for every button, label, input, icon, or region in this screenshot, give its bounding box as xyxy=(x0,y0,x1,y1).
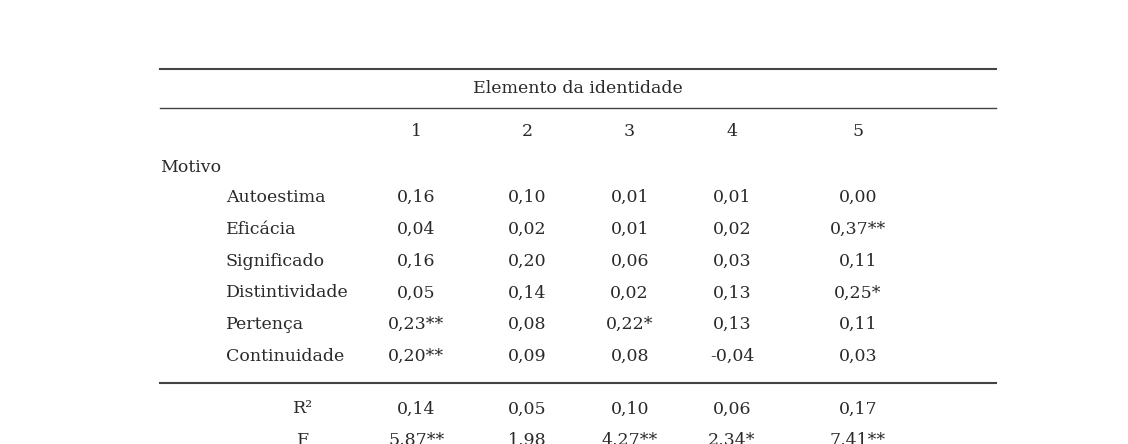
Text: 1,98: 1,98 xyxy=(508,432,547,444)
Text: 2,34*: 2,34* xyxy=(708,432,756,444)
Text: Eficácia: Eficácia xyxy=(226,221,297,238)
Text: Pertença: Pertença xyxy=(226,316,303,333)
Text: 0,01: 0,01 xyxy=(610,189,649,206)
Text: 0,08: 0,08 xyxy=(610,348,649,365)
Text: 0,23**: 0,23** xyxy=(388,316,444,333)
Text: 0,13: 0,13 xyxy=(713,285,751,301)
Text: 0,01: 0,01 xyxy=(713,189,751,206)
Text: 0,11: 0,11 xyxy=(838,316,878,333)
Text: F: F xyxy=(297,432,309,444)
Text: -0,04: -0,04 xyxy=(710,348,755,365)
Text: Elemento da identidade: Elemento da identidade xyxy=(474,80,682,97)
Text: 0,20**: 0,20** xyxy=(388,348,444,365)
Text: 0,01: 0,01 xyxy=(610,221,649,238)
Text: 0,13: 0,13 xyxy=(713,316,751,333)
Text: 0,03: 0,03 xyxy=(838,348,878,365)
Text: 0,08: 0,08 xyxy=(508,316,547,333)
Text: 4,27**: 4,27** xyxy=(601,432,658,444)
Text: 0,04: 0,04 xyxy=(397,221,435,238)
Text: 0,06: 0,06 xyxy=(713,400,751,417)
Text: 5,87**: 5,87** xyxy=(388,432,444,444)
Text: 0,14: 0,14 xyxy=(397,400,435,417)
Text: 0,02: 0,02 xyxy=(610,285,649,301)
Text: 0,10: 0,10 xyxy=(610,400,649,417)
Text: 0,20: 0,20 xyxy=(508,253,547,270)
Text: 0,22*: 0,22* xyxy=(606,316,653,333)
Text: 0,16: 0,16 xyxy=(397,189,435,206)
Text: 0,25*: 0,25* xyxy=(834,285,882,301)
Text: 7,41**: 7,41** xyxy=(830,432,885,444)
Text: 0,03: 0,03 xyxy=(713,253,751,270)
Text: 0,10: 0,10 xyxy=(508,189,547,206)
Text: 0,37**: 0,37** xyxy=(830,221,885,238)
Text: 0,05: 0,05 xyxy=(397,285,435,301)
Text: Motivo: Motivo xyxy=(160,159,221,176)
Text: Significado: Significado xyxy=(226,253,325,270)
Text: 0,09: 0,09 xyxy=(508,348,547,365)
Text: Distintividade: Distintividade xyxy=(226,285,349,301)
Text: 2: 2 xyxy=(522,123,532,140)
Text: 0,16: 0,16 xyxy=(397,253,435,270)
Text: 0,11: 0,11 xyxy=(838,253,878,270)
Text: 3: 3 xyxy=(624,123,635,140)
Text: 4: 4 xyxy=(726,123,738,140)
Text: 0,14: 0,14 xyxy=(508,285,547,301)
Text: 1: 1 xyxy=(411,123,422,140)
Text: 0,02: 0,02 xyxy=(508,221,547,238)
Text: R²: R² xyxy=(292,400,312,417)
Text: 0,02: 0,02 xyxy=(713,221,751,238)
Text: 0,17: 0,17 xyxy=(838,400,878,417)
Text: 0,06: 0,06 xyxy=(610,253,649,270)
Text: 0,05: 0,05 xyxy=(508,400,547,417)
Text: Autoestima: Autoestima xyxy=(226,189,325,206)
Text: 5: 5 xyxy=(853,123,863,140)
Text: 0,00: 0,00 xyxy=(838,189,878,206)
Text: Continuidade: Continuidade xyxy=(226,348,344,365)
